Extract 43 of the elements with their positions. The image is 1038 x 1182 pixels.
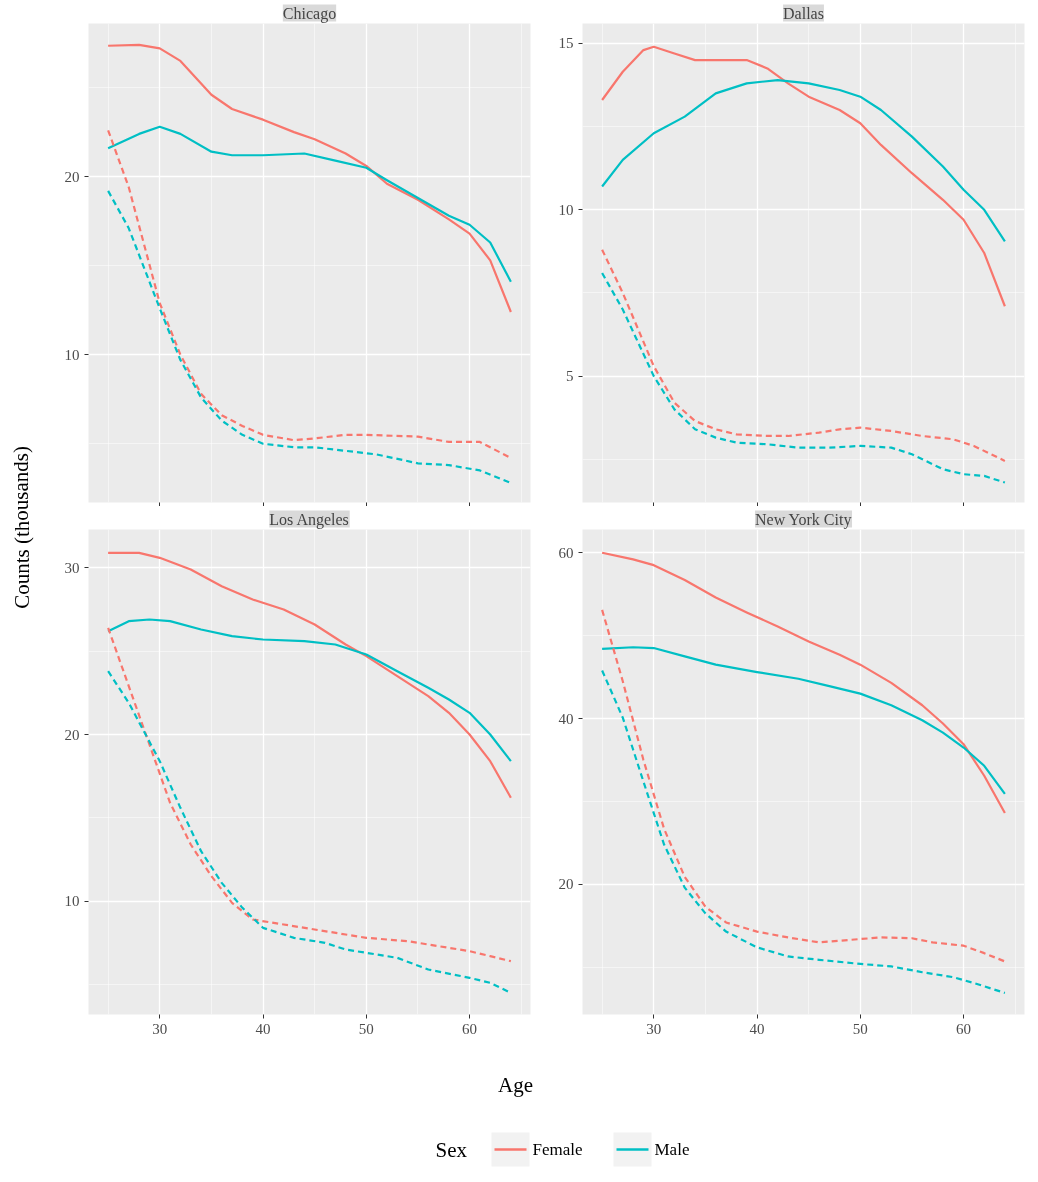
x-tick-label: 50 — [852, 1020, 868, 1037]
line-series — [107, 551, 512, 799]
line-series — [601, 646, 1006, 796]
x-tick-label: 50 — [358, 1020, 374, 1037]
line-series — [107, 626, 512, 963]
line-series — [107, 618, 512, 763]
line-series — [107, 189, 512, 485]
x-axis-title: Age — [498, 1072, 534, 1097]
y-tick-label: 15 — [558, 35, 574, 52]
line-series — [601, 248, 1006, 463]
y-tick-label: 40 — [558, 710, 574, 727]
legend-title: Sex — [435, 1137, 468, 1162]
y-tick-label: 30 — [64, 559, 80, 576]
x-tick-label: 40 — [749, 1020, 765, 1037]
line-series — [107, 125, 512, 283]
chart-title: Chicago — [282, 4, 337, 23]
chart-title: Los Angeles — [269, 510, 349, 529]
chart-title: Dallas — [783, 4, 824, 22]
line-series — [601, 271, 1006, 484]
y-tick-label: 10 — [558, 201, 574, 218]
y-tick-label: 20 — [558, 876, 574, 893]
y-axis-title: Counts (thousands) — [9, 446, 34, 609]
y-tick-label: 60 — [558, 544, 574, 561]
line-series — [601, 45, 1006, 308]
y-tick-label: 5 — [566, 368, 574, 385]
line-series — [601, 78, 1006, 243]
line-series — [601, 551, 1006, 815]
y-tick-label: 20 — [64, 726, 80, 743]
x-tick-label: 30 — [152, 1020, 168, 1037]
line-series — [601, 608, 1006, 963]
x-tick-label: 30 — [646, 1020, 662, 1037]
chart-title: New York City — [754, 510, 852, 529]
legend-label: Female — [532, 1140, 583, 1159]
legend-label: Male — [654, 1140, 690, 1159]
x-tick-label: 40 — [255, 1020, 271, 1037]
x-tick-label: 60 — [462, 1020, 478, 1037]
line-series — [107, 129, 512, 460]
y-tick-label: 10 — [64, 346, 80, 363]
line-series — [107, 43, 512, 314]
y-tick-label: 10 — [64, 893, 80, 910]
x-tick-label: 60 — [956, 1020, 972, 1037]
y-tick-label: 20 — [64, 168, 80, 185]
line-series — [601, 669, 1006, 995]
